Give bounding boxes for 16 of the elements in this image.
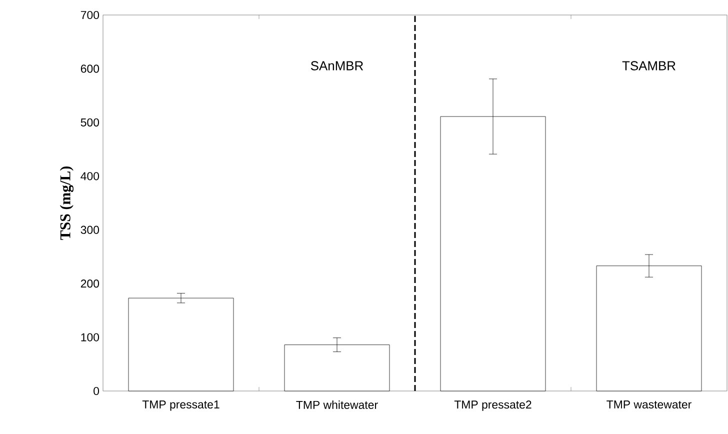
annotation: SAnMBR <box>310 61 364 70</box>
annotation: TSAMBR <box>622 61 676 70</box>
y-tick-label: 0 <box>94 386 100 396</box>
y-tick-label: 100 <box>81 333 100 342</box>
x-tick-label: TMP pressate2 <box>454 400 532 411</box>
y-tick-label: 600 <box>80 64 100 73</box>
y-tick-label: 400 <box>80 172 100 180</box>
y-axis-title: TSS (mg/L) <box>60 166 74 240</box>
y-tick-label: 300 <box>80 226 100 234</box>
y-tick-label: 700 <box>80 10 100 20</box>
x-tick-label: TMP whitewater <box>296 400 378 409</box>
y-tick-label: 200 <box>80 280 100 288</box>
x-tick-label: TMP pressate1 <box>142 400 220 411</box>
bar <box>128 298 234 392</box>
x-tick-label: TMP wastewater <box>606 400 692 409</box>
y-tick-label: 500 <box>80 118 100 126</box>
